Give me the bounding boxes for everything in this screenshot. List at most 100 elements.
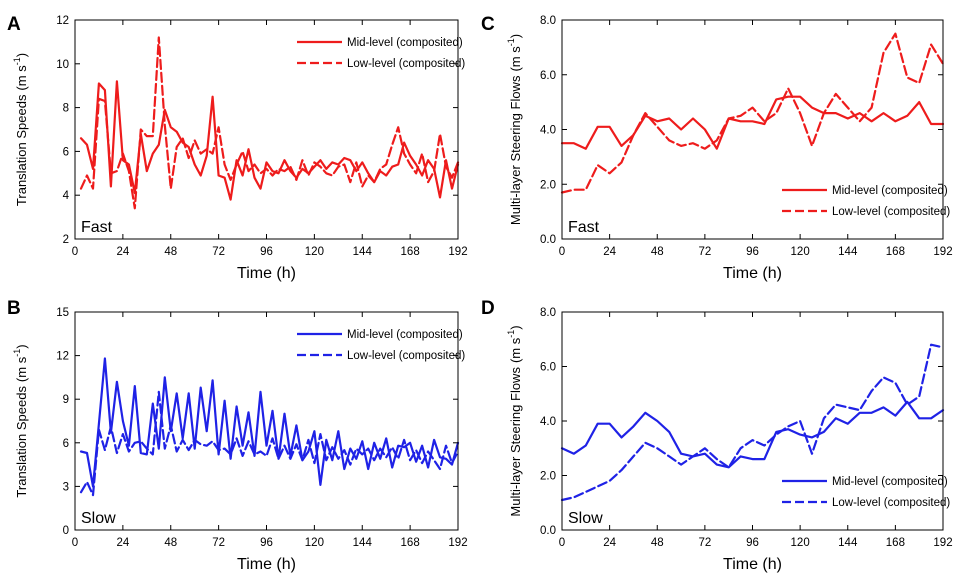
panel-b: B 0 24 48 72 96 120 144 168 192 0 3 6 9 12 15 Time (h) Tr… xyxy=(7,298,468,573)
y-axis-title: Multi-layer Steering Flows (m s-1) xyxy=(506,325,523,516)
x-tick-label: 72 xyxy=(212,246,225,258)
x-tick-label: 120 xyxy=(791,537,810,549)
x-tick-label: 48 xyxy=(164,537,177,549)
x-tick-label: 0 xyxy=(559,246,565,258)
y-axis-unit-close: ) xyxy=(14,53,29,57)
y-axis-title: Multi-layer Steering Flows (m s-1) xyxy=(506,34,523,225)
series-line-mid-level xyxy=(79,357,460,488)
x-tick-label: 144 xyxy=(353,246,373,258)
x-tick-label: 192 xyxy=(933,246,952,258)
legend-label: Mid-level (composited) xyxy=(832,185,948,197)
panel-label: C xyxy=(481,14,495,35)
x-tick-label: 168 xyxy=(401,537,420,549)
x-tick-label: 96 xyxy=(260,537,273,549)
x-tick-label: 120 xyxy=(305,537,324,549)
series-line-low-level xyxy=(560,343,945,502)
panel-d: D 0 24 48 72 96 120 144 168 192 0.0 2.0 4.0 6.0 8.0 Tim… xyxy=(481,298,953,573)
series-line-low-level xyxy=(79,36,460,210)
y-tick-label: 4.0 xyxy=(540,125,556,137)
y-axis-title-text: Multi-layer Steering Flows xyxy=(508,75,523,225)
legend-label: Low-level (composited) xyxy=(347,58,465,70)
y-axis-title: Translation Speeds (m s-1) xyxy=(12,344,29,497)
x-tick-label: 168 xyxy=(401,246,420,258)
x-tick-label: 0 xyxy=(72,537,78,549)
y-axis-unit-close: ) xyxy=(14,344,29,348)
x-tick-label: 168 xyxy=(886,246,905,258)
y-axis-unit: (m s xyxy=(14,65,29,91)
y-tick-label: 6.0 xyxy=(540,70,556,82)
y-tick-label: 2.0 xyxy=(540,471,556,483)
y-tick-label: 15 xyxy=(56,307,69,319)
y-tick-label: 0.0 xyxy=(540,525,556,537)
y-axis-unit-exponent: -1 xyxy=(12,57,22,65)
y-axis-unit: (m s xyxy=(508,46,523,72)
x-tick-label: 96 xyxy=(746,246,759,258)
x-tick-label: 0 xyxy=(72,246,78,258)
x-tick-label: 120 xyxy=(791,246,810,258)
y-tick-label: 6.0 xyxy=(540,362,556,374)
y-tick-label: 6 xyxy=(63,146,69,158)
legend-label: Low-level (composited) xyxy=(832,497,950,509)
y-tick-label: 9 xyxy=(63,394,69,406)
y-tick-label: 3 xyxy=(63,481,69,493)
y-axis-title-text: Multi-layer Steering Flows xyxy=(508,367,523,517)
x-tick-label: 144 xyxy=(838,537,858,549)
x-tick-label: 72 xyxy=(698,246,711,258)
y-tick-label: 2.0 xyxy=(540,179,556,191)
x-tick-label: 96 xyxy=(260,246,273,258)
x-tick-label: 192 xyxy=(448,537,467,549)
x-tick-label: 48 xyxy=(651,246,664,258)
panel-label: A xyxy=(7,14,21,35)
x-tick-label: 24 xyxy=(116,537,129,549)
panel-label: B xyxy=(7,298,21,319)
x-axis-title: Time (h) xyxy=(237,265,296,282)
y-axis-unit-exponent: -1 xyxy=(12,349,22,357)
y-tick-label: 6 xyxy=(63,438,69,450)
x-tick-label: 72 xyxy=(212,537,225,549)
y-tick-label: 10 xyxy=(56,59,69,71)
series-line-mid-level xyxy=(560,400,945,469)
x-tick-label: 96 xyxy=(746,537,759,549)
plot-frame xyxy=(74,19,459,240)
y-tick-label: 0.0 xyxy=(540,234,556,246)
y-tick-label: 12 xyxy=(56,351,69,363)
panel-tag: Slow xyxy=(568,510,603,527)
x-tick-label: 192 xyxy=(933,537,952,549)
y-tick-label: 12 xyxy=(56,15,69,27)
x-tick-label: 72 xyxy=(698,537,711,549)
y-axis-unit-exponent: -1 xyxy=(506,38,516,46)
x-tick-label: 24 xyxy=(603,537,616,549)
x-tick-label: 144 xyxy=(353,537,373,549)
y-axis-title-text: Translation Speeds xyxy=(14,94,29,206)
panel-label: D xyxy=(481,298,495,319)
x-axis-title: Time (h) xyxy=(723,556,782,573)
x-tick-label: 120 xyxy=(305,246,324,258)
x-tick-label: 24 xyxy=(603,246,616,258)
y-axis-unit: (m s xyxy=(508,337,523,363)
x-tick-label: 192 xyxy=(448,246,467,258)
x-tick-label: 48 xyxy=(164,246,177,258)
x-axis-title: Time (h) xyxy=(237,556,296,573)
panel-tag: Fast xyxy=(568,219,600,236)
x-tick-label: 144 xyxy=(838,246,858,258)
y-axis-unit-close: ) xyxy=(508,34,523,38)
legend-label: Low-level (composited) xyxy=(347,350,465,362)
y-axis-unit-exponent: -1 xyxy=(506,330,516,338)
series-line-low-level xyxy=(560,32,945,194)
x-tick-label: 168 xyxy=(886,537,905,549)
legend-label: Mid-level (composited) xyxy=(347,329,463,341)
y-axis-title-text: Translation Speeds xyxy=(14,386,29,498)
y-tick-label: 8.0 xyxy=(540,307,556,319)
y-tick-label: 0 xyxy=(63,525,69,537)
y-axis-title: Translation Speeds (m s-1) xyxy=(12,53,29,206)
y-tick-label: 4 xyxy=(63,190,70,202)
x-tick-label: 0 xyxy=(559,537,565,549)
legend-label: Mid-level (composited) xyxy=(832,476,948,488)
y-tick-label: 8.0 xyxy=(540,15,556,27)
y-tick-label: 2 xyxy=(63,234,69,246)
x-axis-title: Time (h) xyxy=(723,265,782,282)
series-line-mid-level xyxy=(560,95,945,150)
y-tick-label: 4.0 xyxy=(540,416,556,428)
